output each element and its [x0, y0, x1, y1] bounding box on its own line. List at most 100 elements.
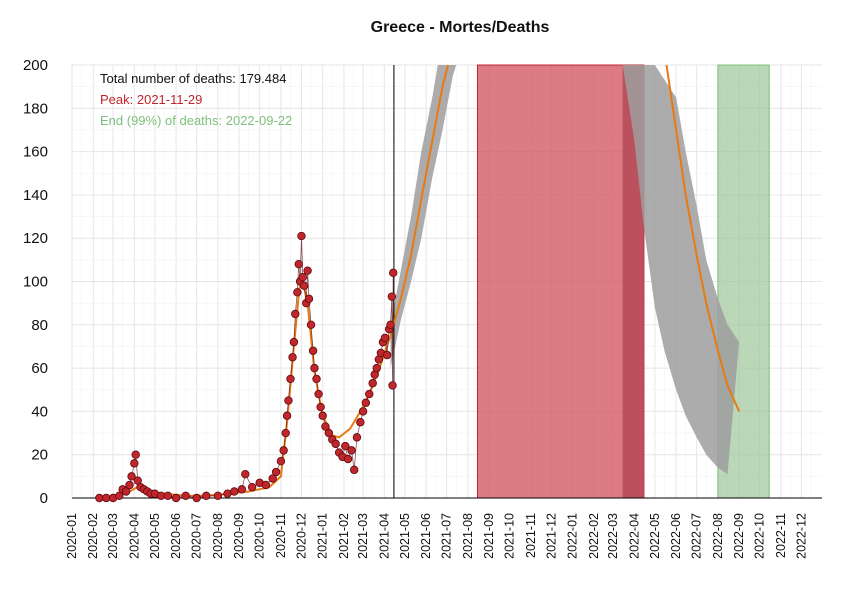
x-tick-label: 2022-10 [753, 513, 767, 559]
x-tick-label: 2021-10 [503, 513, 517, 559]
x-tick-label: 2020-06 [169, 513, 183, 559]
chart-title: Greece - Mortes/Deaths [371, 19, 550, 36]
data-point [247, 482, 257, 492]
x-tick-label: 2020-01 [65, 513, 79, 559]
x-tick-label: 2020-05 [148, 513, 162, 559]
y-tick-label: 100 [23, 274, 48, 291]
data-point [230, 487, 239, 496]
data-point [331, 439, 340, 449]
data-point [293, 288, 302, 297]
x-tick-label: 2022-05 [648, 513, 662, 559]
y-tick-label: 40 [31, 403, 48, 420]
data-point [318, 411, 327, 420]
x-tick-label: 2021-01 [316, 513, 330, 559]
x-tick-label: 2020-04 [127, 513, 141, 559]
data-point [372, 363, 381, 373]
x-tick-label: 2021-07 [440, 513, 454, 559]
grid [71, 64, 822, 499]
confidence-band-decline [622, 65, 740, 475]
x-tick-label: 2022-11 [774, 513, 788, 558]
x-tick-label: 2020-10 [253, 513, 267, 559]
x-tick-label: 2021-03 [356, 513, 370, 559]
x-tick-label: 2022-06 [669, 513, 683, 559]
tick-labels: 0 20 40 60 80 100 120 140 160 180 200 2020-01 2020-0… [23, 57, 808, 559]
y-tick-label: 140 [23, 187, 48, 204]
peak-window [476, 64, 645, 499]
data-point [286, 374, 295, 384]
x-tick-label: 2020-03 [106, 513, 120, 559]
data-point [321, 422, 330, 431]
data-point [223, 489, 232, 498]
data-point [268, 474, 277, 483]
x-tick-label: 2022-03 [606, 513, 620, 559]
data-point [314, 389, 323, 399]
data-point [356, 418, 365, 427]
y-tick-label: 0 [40, 490, 48, 507]
data-point [312, 374, 321, 384]
x-tick-label: 2021-08 [461, 513, 475, 559]
x-tick-label: 2022-02 [587, 513, 601, 559]
data-point [171, 493, 181, 503]
y-tick-label: 160 [23, 144, 48, 161]
data-point [279, 446, 288, 455]
x-tick-label: 2020-08 [211, 513, 225, 559]
x-tick-label: 2021-11 [524, 513, 538, 558]
x-tick-label: 2022-04 [627, 513, 641, 559]
x-tick-label: 2020-11 [274, 513, 288, 558]
x-tick-label: 2021-12 [544, 513, 558, 559]
data-point [388, 381, 397, 390]
x-tick-label: 2020-07 [190, 513, 204, 559]
data-point [349, 465, 359, 475]
observed-points-layer [95, 231, 398, 503]
data-point [241, 469, 250, 479]
data-point [284, 396, 293, 405]
data-point [202, 491, 211, 501]
confidence-band-rise [390, 65, 457, 369]
data-point [365, 389, 374, 399]
fit-curve-tail [665, 64, 741, 412]
x-tick-label: 2021-06 [419, 513, 433, 559]
data-point [298, 272, 308, 282]
data-point [125, 480, 134, 490]
data-point [316, 402, 325, 412]
data-point [308, 346, 318, 355]
data-point [306, 320, 316, 329]
annotation-end-date: End (99%) of deaths: 2022-09-22 [100, 113, 292, 128]
data-point [127, 472, 136, 481]
y-tick-label: 80 [31, 317, 48, 334]
data-point [131, 450, 140, 459]
data-point [261, 480, 271, 490]
peak-window-layer [476, 64, 645, 499]
data-point [289, 337, 299, 347]
data-point [304, 294, 314, 304]
data-point [291, 309, 300, 319]
data-point [361, 398, 371, 407]
x-tick-label: 2021-05 [398, 513, 412, 559]
x-tick-label: 2022-08 [711, 513, 725, 559]
data-point [121, 487, 131, 496]
annotation-total-deaths: Total number of deaths: 179.484 [100, 71, 286, 86]
x-tick-label: 2020-12 [294, 513, 308, 559]
x-tick-label: 2020-02 [86, 513, 100, 559]
data-point [294, 259, 303, 269]
data-point [281, 428, 290, 438]
data-point [130, 459, 139, 468]
data-point [276, 456, 286, 466]
x-tick-label: 2022-09 [732, 513, 746, 559]
data-point [310, 363, 319, 373]
x-tick-label: 2021-02 [337, 513, 351, 559]
data-point [297, 231, 306, 241]
data-point [192, 493, 201, 503]
data-point [380, 333, 390, 342]
x-tick-label: 2021-04 [377, 513, 391, 559]
x-tick-label: 2020-09 [232, 513, 246, 559]
y-tick-label: 200 [23, 57, 48, 74]
data-point [303, 266, 312, 275]
data-point [358, 407, 368, 416]
data-point [386, 320, 395, 329]
data-point [115, 491, 124, 501]
y-tick-label: 180 [23, 100, 48, 117]
annotation-peak-date: Peak: 2021-11-29 [100, 92, 202, 107]
x-tick-label: 2022-07 [690, 513, 704, 559]
